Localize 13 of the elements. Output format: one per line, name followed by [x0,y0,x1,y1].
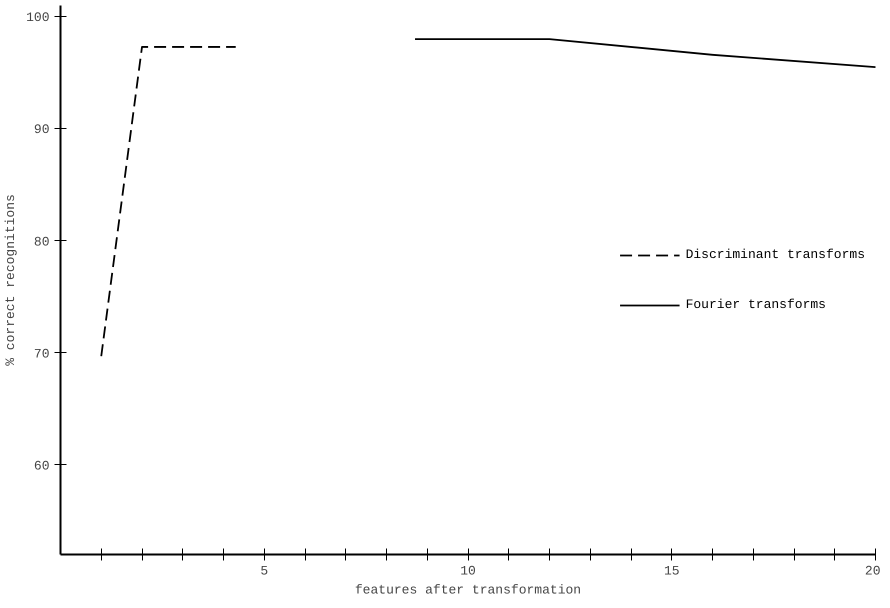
x-tick-label: 5 [260,564,268,578]
y-tick-label: 100 [26,10,50,26]
y-tick-label: 80 [34,234,50,250]
legend-label: Fourier transforms [686,297,826,312]
x-tick-label: 15 [664,564,680,578]
x-tick-label: 20 [864,564,881,578]
y-tick-label: 70 [34,346,50,362]
x-tick-label: 10 [460,564,476,578]
y-tick-label: 90 [34,122,50,138]
x-axis-title: features after transformation [354,582,582,598]
legend-label: Discriminant transforms [686,247,865,262]
y-axis-title: % correct recognitions [3,194,18,366]
y-tick-label: 60 [34,458,50,474]
